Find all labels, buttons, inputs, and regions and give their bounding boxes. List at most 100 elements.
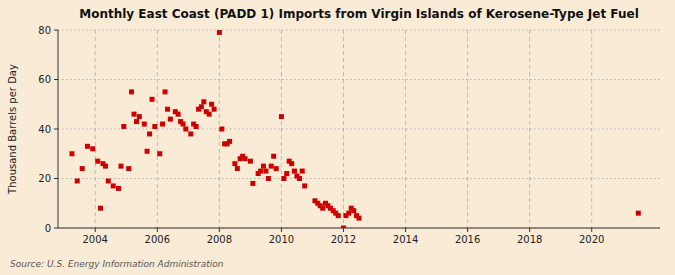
x-tick xyxy=(95,228,96,232)
point xyxy=(157,151,162,156)
point xyxy=(346,211,351,216)
y-tick xyxy=(54,228,58,229)
x-axis-line xyxy=(58,228,660,229)
y-tick-label: 60 xyxy=(38,74,51,85)
point xyxy=(289,161,294,166)
point xyxy=(69,151,74,156)
point xyxy=(183,127,188,132)
y-grid-line xyxy=(58,79,660,80)
point xyxy=(152,124,157,129)
x-grid-line xyxy=(467,30,468,228)
point xyxy=(165,107,170,112)
point xyxy=(160,122,165,127)
point xyxy=(118,164,123,169)
point xyxy=(80,166,85,171)
point xyxy=(263,169,268,174)
x-tick-label: 2016 xyxy=(455,234,480,245)
point xyxy=(219,127,224,132)
point xyxy=(207,112,212,117)
y-tick xyxy=(54,129,58,130)
y-grid-line xyxy=(58,30,660,31)
y-tick xyxy=(54,178,58,179)
point xyxy=(232,161,237,166)
point xyxy=(357,216,362,221)
point xyxy=(98,206,103,211)
point xyxy=(145,149,150,154)
point xyxy=(209,102,214,107)
point xyxy=(181,122,186,127)
x-tick xyxy=(591,228,592,232)
x-grid-line xyxy=(405,30,406,228)
point xyxy=(85,144,90,149)
x-tick-label: 2006 xyxy=(145,234,170,245)
y-tick-label: 40 xyxy=(38,124,51,135)
point xyxy=(261,164,266,169)
x-grid-line xyxy=(529,30,530,228)
point xyxy=(266,176,271,181)
point xyxy=(351,208,356,213)
point xyxy=(106,178,111,183)
point xyxy=(111,183,116,188)
x-tick-label: 2014 xyxy=(393,234,418,245)
point xyxy=(90,146,95,151)
point xyxy=(176,112,181,117)
x-tick-label: 2008 xyxy=(207,234,232,245)
point xyxy=(271,154,276,159)
x-tick xyxy=(157,228,158,232)
x-grid-line xyxy=(95,30,96,228)
point xyxy=(281,176,286,181)
point xyxy=(217,30,222,35)
x-tick-label: 2018 xyxy=(517,234,542,245)
y-tick-label: 0 xyxy=(45,223,51,234)
point xyxy=(302,183,307,188)
point xyxy=(116,186,121,191)
point xyxy=(284,171,289,176)
x-tick xyxy=(467,228,468,232)
x-grid-line xyxy=(343,30,344,228)
point xyxy=(126,166,131,171)
point xyxy=(137,114,142,119)
grid xyxy=(58,30,660,228)
y-grid-line xyxy=(58,228,660,229)
point xyxy=(320,206,325,211)
y-tick-label: 80 xyxy=(38,25,51,36)
point xyxy=(95,159,100,164)
point xyxy=(235,166,240,171)
x-tick xyxy=(405,228,406,232)
x-tick-label: 2020 xyxy=(579,234,604,245)
y-tick xyxy=(54,79,58,80)
point xyxy=(150,97,155,102)
y-axis-label: Thousand Barrels per Day xyxy=(7,64,18,195)
title: Monthly East Coast (PADD 1) Imports from… xyxy=(79,7,639,21)
point xyxy=(75,178,80,183)
source-note: Source: U.S. Energy Information Administ… xyxy=(10,259,224,269)
point xyxy=(163,89,168,94)
point xyxy=(188,131,193,136)
x-tick-label: 2012 xyxy=(331,234,356,245)
x-tick xyxy=(343,228,344,232)
x-grid-line xyxy=(591,30,592,228)
point xyxy=(132,112,137,117)
points xyxy=(69,30,640,228)
y-tick xyxy=(54,30,58,31)
point xyxy=(168,117,173,122)
point xyxy=(212,107,217,112)
x-tick-label: 2010 xyxy=(269,234,294,245)
y-grid-line xyxy=(58,129,660,130)
point xyxy=(258,169,263,174)
point xyxy=(636,211,641,216)
x-tick-label: 2004 xyxy=(83,234,108,245)
point xyxy=(269,164,274,169)
point xyxy=(121,124,126,129)
point xyxy=(279,114,284,119)
point xyxy=(248,159,253,164)
y-tick-label: 20 xyxy=(38,173,51,184)
point xyxy=(194,124,199,129)
point xyxy=(300,169,305,174)
point xyxy=(142,122,147,127)
point xyxy=(147,131,152,136)
point xyxy=(274,166,279,171)
point xyxy=(199,104,204,109)
point xyxy=(243,156,248,161)
point xyxy=(292,169,297,174)
